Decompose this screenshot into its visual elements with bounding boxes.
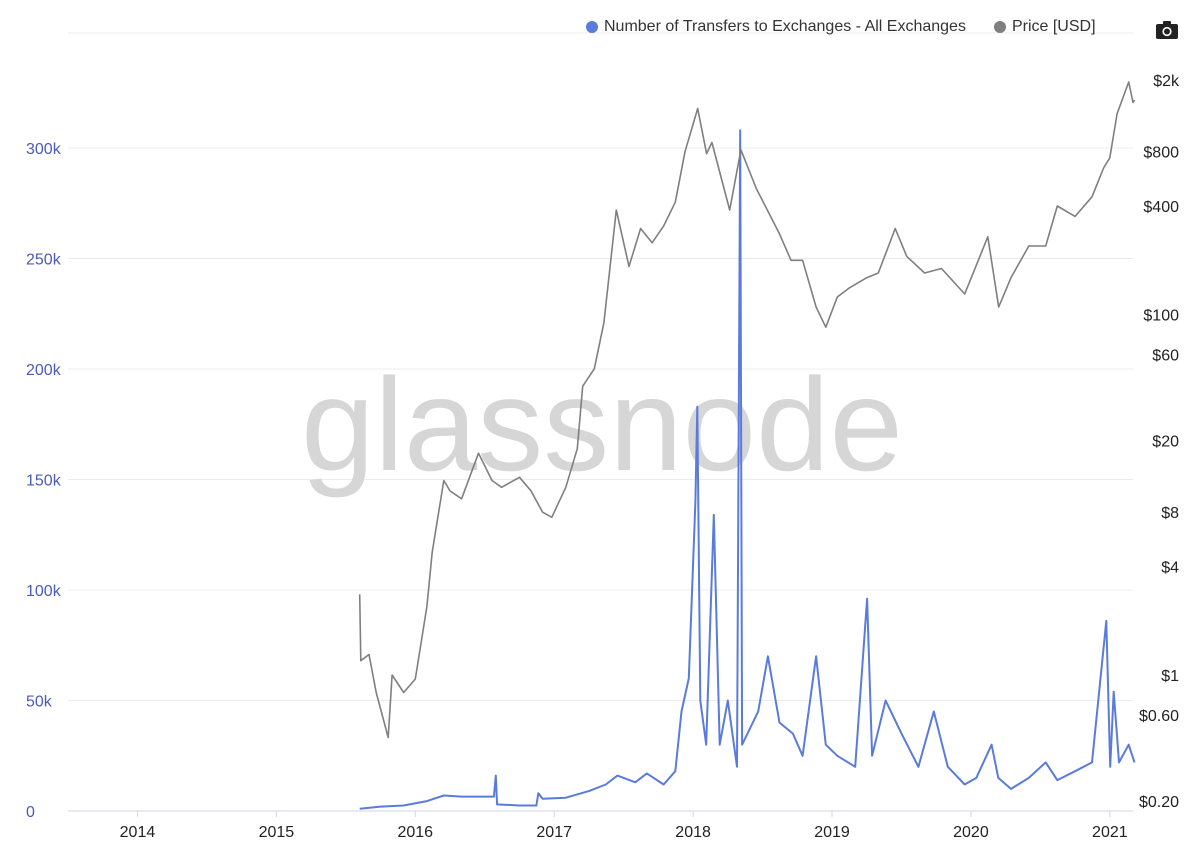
legend-dot-transfers [586, 21, 598, 33]
x-tick-label: 2019 [814, 824, 850, 841]
x-tick-label: 2014 [120, 824, 156, 841]
x-tick-label: 2017 [536, 824, 572, 841]
right-tick-label: $400 [1143, 199, 1179, 216]
x-tick-label: 2018 [675, 824, 711, 841]
legend-item-transfers[interactable]: Number of Transfers to Exchanges - All E… [586, 18, 966, 36]
right-tick-label: $1 [1161, 668, 1179, 685]
right-tick-label: $20 [1152, 434, 1179, 451]
legend: Number of Transfers to Exchanges - All E… [586, 18, 1124, 36]
legend-item-price[interactable]: Price [USD] [993, 18, 1096, 36]
right-tick-label: $0.20 [1139, 794, 1179, 811]
x-tick-label: 2020 [953, 824, 989, 841]
left-tick-label: 50k [26, 694, 53, 711]
left-tick-label: 0 [26, 804, 35, 821]
right-tick-label: $60 [1152, 347, 1179, 364]
series-layer[interactable] [358, 81, 1136, 810]
series-line-transfers[interactable] [359, 129, 1136, 810]
right-tick-label: $100 [1143, 308, 1179, 325]
right-tick-label: $8 [1161, 505, 1179, 522]
x-tick-label: 2015 [259, 824, 295, 841]
left-tick-label: 300k [26, 141, 62, 158]
series-line-price[interactable] [358, 81, 1136, 739]
legend-label-price: Price [USD] [1011, 18, 1096, 35]
right-y-axis: $0.20 $0.60 $1 $4 $8 $20 $60 $100 $400 $800 $2k [1139, 73, 1180, 811]
right-tick-label: $800 [1143, 145, 1179, 162]
left-tick-label: 100k [26, 583, 62, 600]
gridlines [68, 32, 1133, 701]
legend-dot-price [993, 21, 1006, 33]
watermark-text: glassnode [301, 351, 903, 498]
camera-icon[interactable] [1155, 20, 1179, 40]
left-tick-label: 150k [26, 473, 62, 490]
x-axis: 2014 2015 2016 2017 2018 2019 2020 2021 [120, 811, 1128, 841]
left-tick-label: 200k [26, 362, 62, 379]
right-tick-label: $0.60 [1139, 708, 1179, 725]
legend-label-transfers: Number of Transfers to Exchanges - All E… [604, 18, 966, 35]
left-y-axis: 0 50k 100k 150k 200k 250k 300k [26, 141, 62, 821]
right-tick-label: $2k [1153, 73, 1180, 90]
x-tick-label: 2021 [1092, 824, 1128, 841]
left-tick-label: 250k [26, 252, 62, 269]
right-tick-label: $4 [1161, 559, 1179, 576]
x-tick-label: 2016 [397, 824, 433, 841]
